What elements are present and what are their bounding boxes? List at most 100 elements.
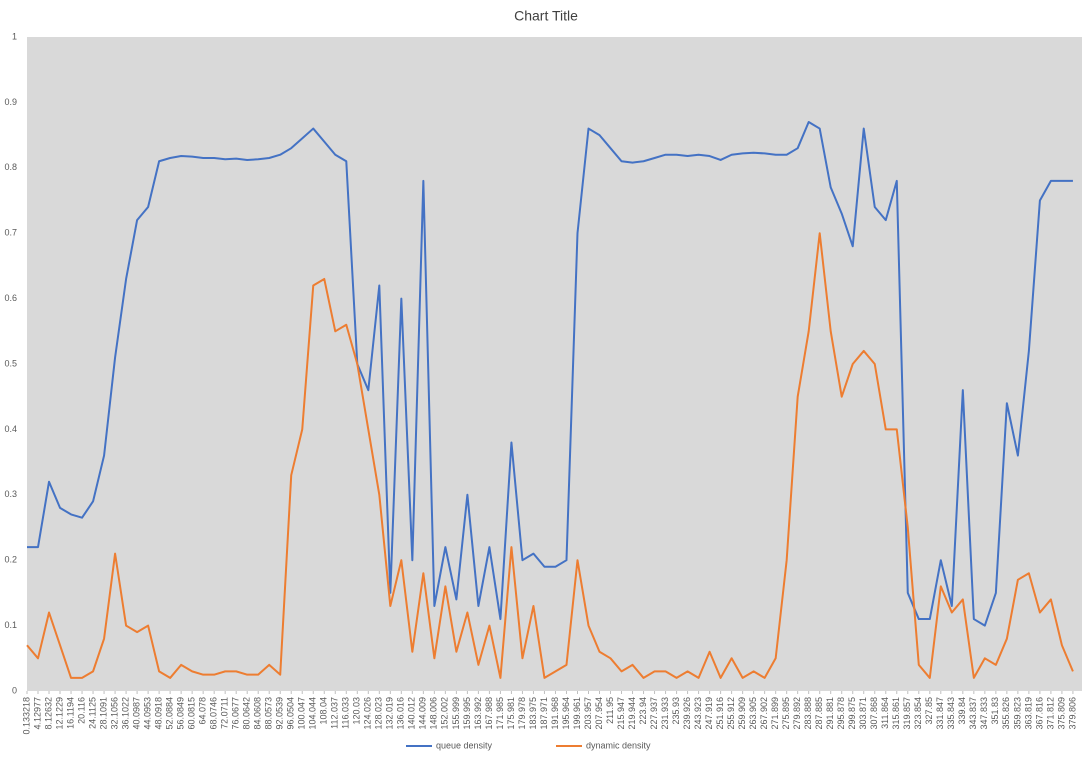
x-tick-label: 255.912 [726,697,736,730]
x-tick-label: 28.1091 [98,697,108,730]
x-tick-label: 104.044 [308,697,318,730]
x-tick-label: 287.885 [814,697,824,730]
y-tick-label: 0.3 [4,489,17,499]
x-tick-label: 179.978 [517,697,527,730]
x-tick-label: 263.905 [748,697,758,730]
x-tick-label: 351.83 [990,697,1000,725]
x-tick-label: 167.988 [484,697,494,730]
x-tick-label: 343.837 [968,697,978,730]
x-tick-label: 291.881 [825,697,835,730]
legend-label: dynamic density [586,740,651,750]
legend-label: queue density [436,740,493,750]
x-tick-label: 48.0918 [153,697,163,730]
x-tick-label: 136.016 [396,697,406,730]
x-tick-label: 183.975 [528,697,538,730]
x-tick-label: 227.937 [649,697,659,730]
y-tick-label: 1 [12,31,17,41]
x-tick-label: 231.933 [660,697,670,730]
x-tick-label: 359.823 [1012,697,1022,730]
x-tick-label: 355.826 [1001,697,1011,730]
y-tick-label: 0.5 [4,358,17,368]
x-tick-label: 56.0849 [176,697,186,730]
x-tick-label: 112.037 [330,697,340,729]
x-tick-label: 163.992 [473,697,483,730]
x-tick-label: 187.971 [539,697,549,730]
x-tick-label: 68.0746 [209,697,219,730]
x-tick-label: 203.957 [583,697,593,730]
x-tick-label: 319.857 [902,697,912,730]
x-tick-label: 299.875 [847,697,857,730]
x-tick-label: 247.919 [704,697,714,730]
x-tick-label: 331.847 [935,697,945,730]
y-tick-label: 0.7 [4,228,17,238]
x-tick-label: 24.1125 [87,697,97,729]
x-tick-label: 363.819 [1023,697,1033,730]
x-tick-label: 315.861 [891,697,901,730]
y-tick-label: 0 [12,685,17,695]
x-tick-label: 239.926 [682,697,692,730]
x-tick-label: 16.1194 [65,697,75,729]
x-tick-label: 303.871 [858,697,868,730]
x-tick-label: 60.0815 [187,697,197,730]
x-tick-label: 223.94 [638,697,648,725]
x-tick-label: 52.0884 [165,697,175,730]
x-tick-label: 279.892 [792,697,802,730]
x-tick-label: 64.078 [198,697,208,725]
x-tick-label: 128.023 [374,697,384,730]
x-tick-label: 215.947 [616,697,626,730]
x-tick-label: 175.981 [506,697,516,730]
x-tick-label: 152.002 [440,697,450,730]
x-tick-label: 96.0504 [286,697,296,730]
x-tick-label: 275.895 [781,697,791,730]
x-tick-label: 271.899 [770,697,780,730]
x-tick-label: 4.12977 [32,697,42,730]
x-tick-label: 347.833 [979,697,989,730]
x-tick-label: 199.961 [572,697,582,730]
x-tick-label: 267.902 [759,697,769,730]
x-tick-label: 243.923 [693,697,703,730]
x-tick-label: 20.116 [76,697,86,724]
y-tick-label: 0.4 [4,424,17,434]
x-tick-label: 295.878 [836,697,846,730]
x-tick-label: 140.012 [407,697,417,730]
y-tick-label: 0.8 [4,162,17,172]
x-tick-label: 44.0953 [142,697,152,730]
x-tick-label: 80.0642 [242,697,252,730]
x-tick-label: 0.133218 [21,697,31,735]
x-tick-label: 108.04 [319,697,329,725]
series-line [26,232,1074,679]
y-tick-label: 0.1 [4,620,17,630]
x-tick-label: 375.809 [1056,697,1066,730]
x-tick-label: 251.916 [715,697,725,730]
x-tick-label: 311.864 [880,697,890,729]
plot-area [27,37,1082,691]
x-tick-label: 219.944 [627,697,637,730]
x-tick-label: 36.1022 [120,697,130,730]
x-tick-label: 307.868 [869,697,879,730]
x-tick-label: 8.12632 [43,697,53,730]
x-tick-label: 191.968 [550,697,560,730]
x-tick-label: 92.0539 [275,697,285,730]
x-tick-label: 132.019 [385,697,395,730]
x-tick-label: 84.0608 [253,697,263,730]
x-tick-label: 116.033 [341,697,351,729]
x-tick-label: 259.909 [737,697,747,730]
x-tick-label: 120.03 [352,697,362,725]
series-line [27,121,1073,627]
x-tick-label: 195.964 [561,697,571,730]
x-tick-label: 144.009 [418,697,428,730]
x-tick-label: 12.1229 [54,697,64,730]
y-tick-label: 0.6 [4,293,17,303]
x-tick-label: 100.047 [297,697,307,730]
x-tick-label: 76.0677 [231,697,241,730]
x-tick-label: 32.1056 [109,697,119,730]
x-tick-label: 371.812 [1045,697,1055,730]
x-tick-label: 207.954 [594,697,604,730]
x-tick-label: 367.816 [1034,697,1044,730]
x-tick-label: 283.888 [803,697,813,730]
x-tick-label: 40.0987 [131,697,141,730]
x-tick-label: 323.854 [913,697,923,730]
x-tick-label: 124.026 [363,697,373,730]
